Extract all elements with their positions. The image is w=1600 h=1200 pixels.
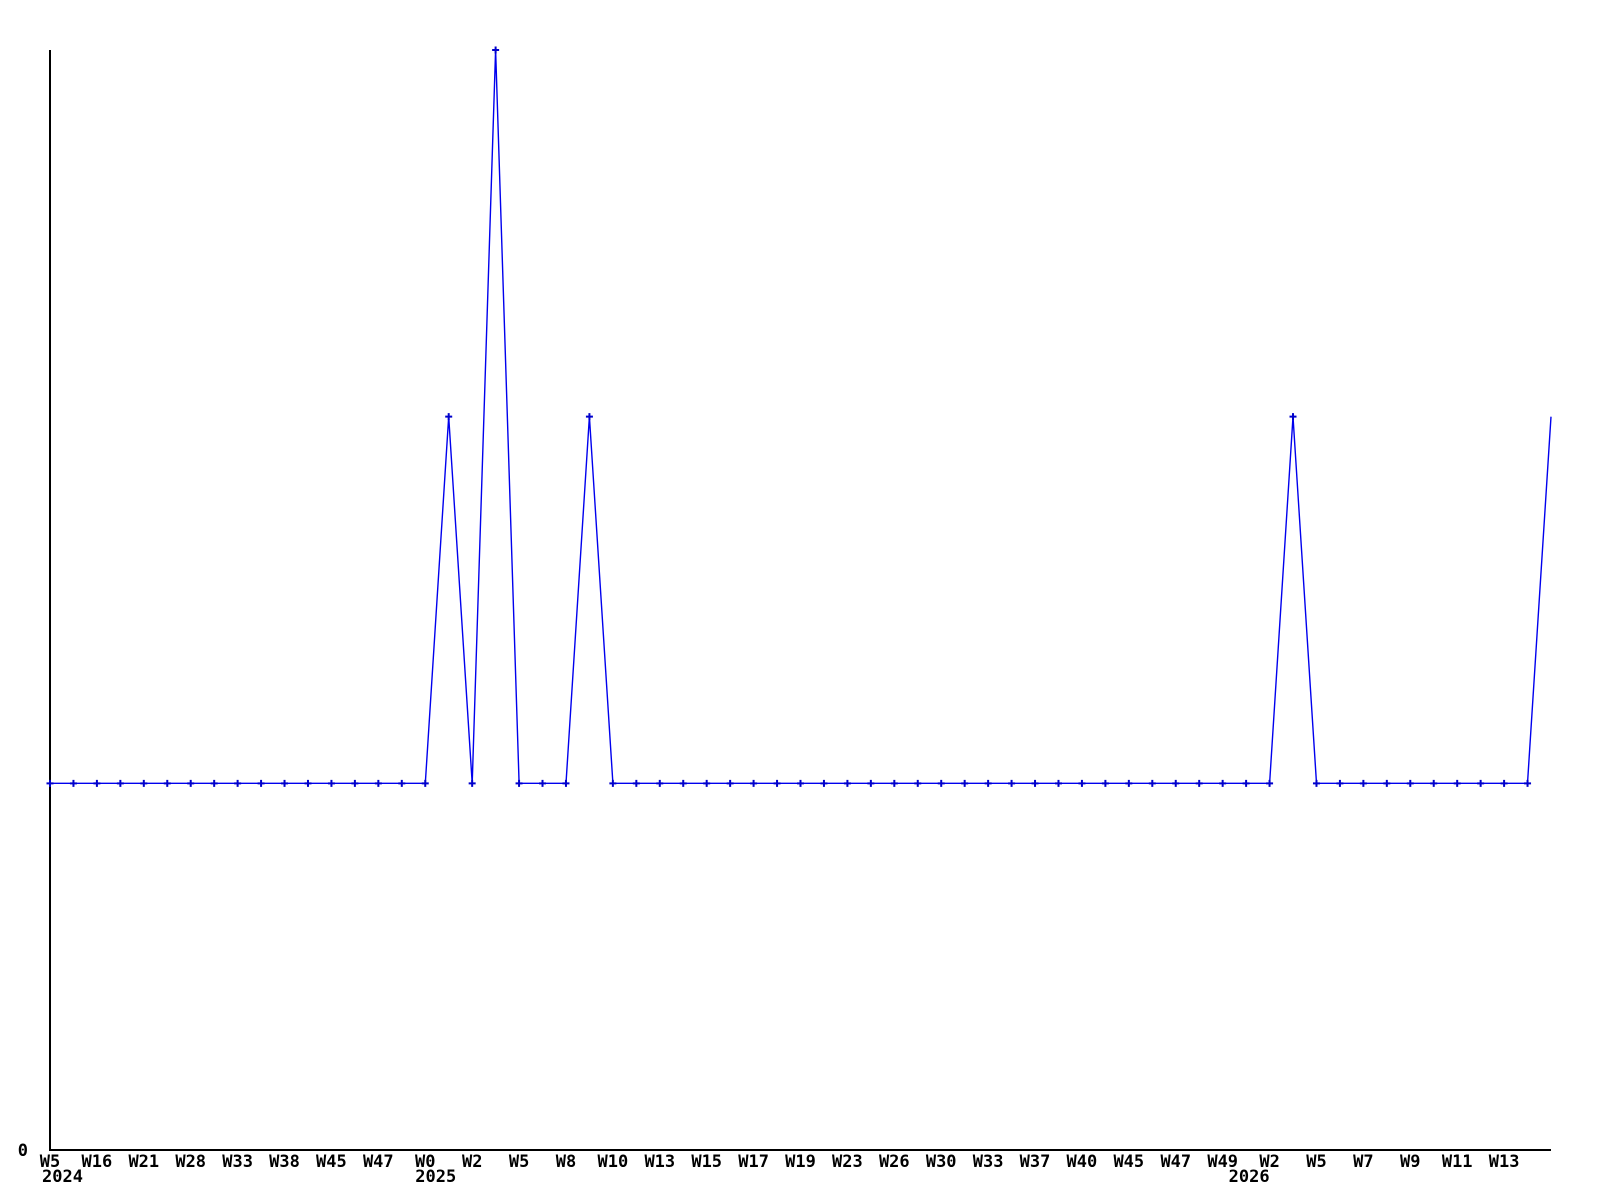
x-tick-label: W45 [316,1152,347,1172]
x-tick-label: W9 [1400,1152,1420,1172]
x-tick-label: W0 [415,1152,435,1172]
x-tick-label: W2 [462,1152,482,1172]
x-tick-label: W37 [1020,1152,1051,1172]
x-tick-year-label: 2024 [42,1167,83,1187]
x-tick-label: W5 [509,1152,529,1172]
y-axis-zero-label: 0 [18,1141,28,1161]
x-tick-label: W28 [175,1152,206,1172]
x-tick-label: W11 [1442,1152,1473,1172]
x-tick-label: W47 [363,1152,394,1172]
x-tick-year-label: 2025 [415,1167,456,1187]
x-tick-label: W13 [1489,1152,1520,1172]
x-tick-label: W40 [1067,1152,1098,1172]
x-tick-label: W10 [598,1152,629,1172]
x-tick-label: W47 [1160,1152,1191,1172]
x-tick-label: W45 [1113,1152,1144,1172]
x-tick-label: W15 [691,1152,722,1172]
data-point-markers [46,46,1532,787]
x-tick-label: W38 [269,1152,300,1172]
x-tick-label: W49 [1207,1152,1238,1172]
series-line [50,49,1552,784]
x-tick-label: W13 [644,1152,675,1172]
x-tick-label: W8 [556,1152,576,1172]
x-tick-label: W21 [128,1152,159,1172]
x-tick-label: W23 [832,1152,863,1172]
x-tick-year-label: 2026 [1229,1167,1270,1187]
x-tick-label: W30 [926,1152,957,1172]
x-tick-label: W33 [222,1152,253,1172]
x-tick-label: W7 [1353,1152,1373,1172]
x-tick-label: W2 [1259,1152,1279,1172]
x-tick-label: W5 [1306,1152,1326,1172]
x-tick-label: W5 [40,1152,60,1172]
x-tick-label: W16 [82,1152,113,1172]
x-tick-label: W26 [879,1152,910,1172]
x-tick-label: W33 [973,1152,1004,1172]
x-tick-label: W19 [785,1152,816,1172]
x-tick-label: W17 [738,1152,769,1172]
